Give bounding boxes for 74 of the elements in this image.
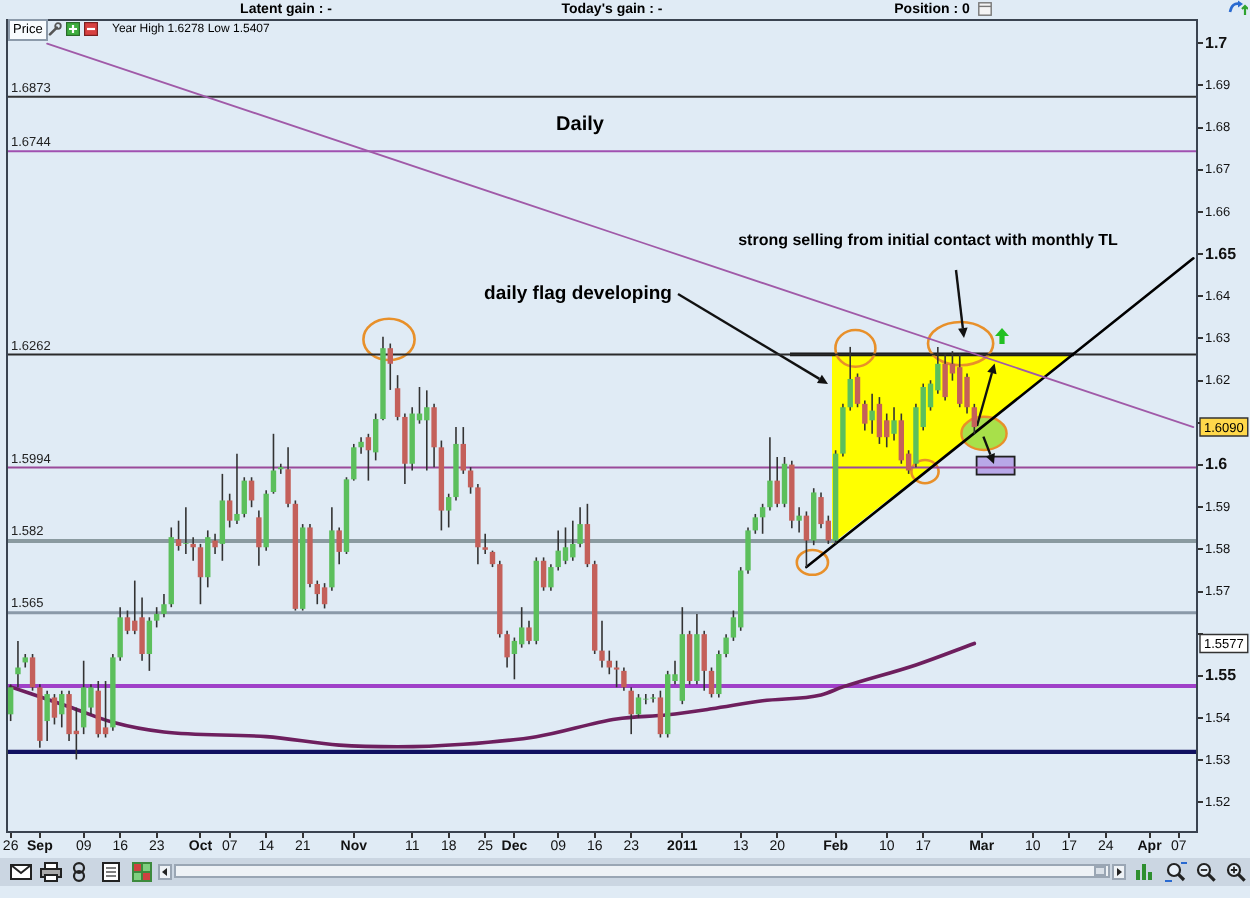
candlestick: [891, 406, 897, 442]
candlestick: [212, 532, 218, 555]
candlestick: [183, 506, 189, 555]
candlestick: [445, 492, 452, 529]
candlestick: [657, 689, 664, 739]
candlestick: [708, 666, 715, 699]
candlestick: [146, 616, 153, 672]
candlestick: [44, 689, 50, 742]
candlestick: [796, 506, 802, 534]
candlestick: [7, 683, 14, 722]
candlestick: [226, 492, 233, 529]
text: Daily: [556, 113, 605, 136]
y-tick-label: 1.6: [1205, 455, 1229, 474]
candlestick: [518, 606, 525, 649]
candlestick: [241, 476, 247, 519]
candlestick: [205, 529, 211, 589]
candlestick: [66, 689, 72, 742]
candlestick: [59, 689, 65, 729]
candlestick: [95, 680, 101, 739]
line-series: [8, 641, 977, 749]
candlestick: [562, 526, 569, 565]
candlestick: [971, 403, 978, 435]
candlestick: [351, 443, 357, 482]
candlestick: [599, 619, 605, 669]
candlestick: [402, 412, 408, 485]
candlestick: [584, 503, 591, 568]
candlestick: [124, 609, 131, 635]
y-tick-label: 1.65: [1205, 244, 1238, 263]
candlestick: [365, 433, 372, 482]
candlestick: [613, 659, 620, 689]
candlestick: [175, 519, 182, 552]
candlestick: [15, 640, 21, 689]
candlestick: [759, 503, 766, 535]
candlestick: [460, 426, 466, 475]
candlestick: [270, 433, 277, 495]
candlestick: [29, 653, 36, 692]
candlestick: [686, 629, 693, 686]
candlestick: [80, 659, 87, 735]
candlestick: [424, 389, 430, 472]
candlestick: [153, 606, 160, 629]
candlestick: [219, 473, 226, 562]
candlestick: [876, 396, 883, 445]
candlestick: [278, 462, 284, 475]
candlestick: [898, 412, 905, 465]
candlestick: [701, 629, 707, 692]
candlestick: [285, 446, 291, 508]
candlestick: [862, 399, 868, 432]
candlestick: [774, 456, 780, 508]
candlestick: [51, 693, 58, 726]
y-tick-label: 1.7: [1205, 33, 1229, 52]
candlestick: [767, 436, 773, 512]
candlestick: [102, 680, 109, 739]
candlestick: [540, 556, 547, 592]
candlestick: [336, 526, 342, 565]
candlestick: [321, 582, 328, 610]
candlestick: [526, 619, 532, 646]
candlestick: [256, 509, 262, 567]
candlestick: [694, 613, 700, 686]
y-tick-label: 1.55: [1205, 666, 1238, 685]
candlestick: [394, 374, 401, 422]
candlestick: [869, 392, 875, 435]
candlestick: [803, 510, 810, 568]
candlestick: [781, 456, 788, 508]
candlestick: [197, 543, 204, 606]
candlestick: [635, 693, 642, 719]
annotation: strong selling from initial contact with monthly TL: [738, 231, 1118, 249]
candlestick: [621, 666, 627, 692]
candlestick: [884, 412, 890, 449]
annotation: daily flag developing: [484, 283, 672, 305]
candlestick: [234, 452, 240, 525]
candlestick: [854, 372, 861, 409]
candlestick: [372, 412, 379, 462]
candlestick: [628, 686, 634, 735]
candlestick: [752, 513, 759, 535]
